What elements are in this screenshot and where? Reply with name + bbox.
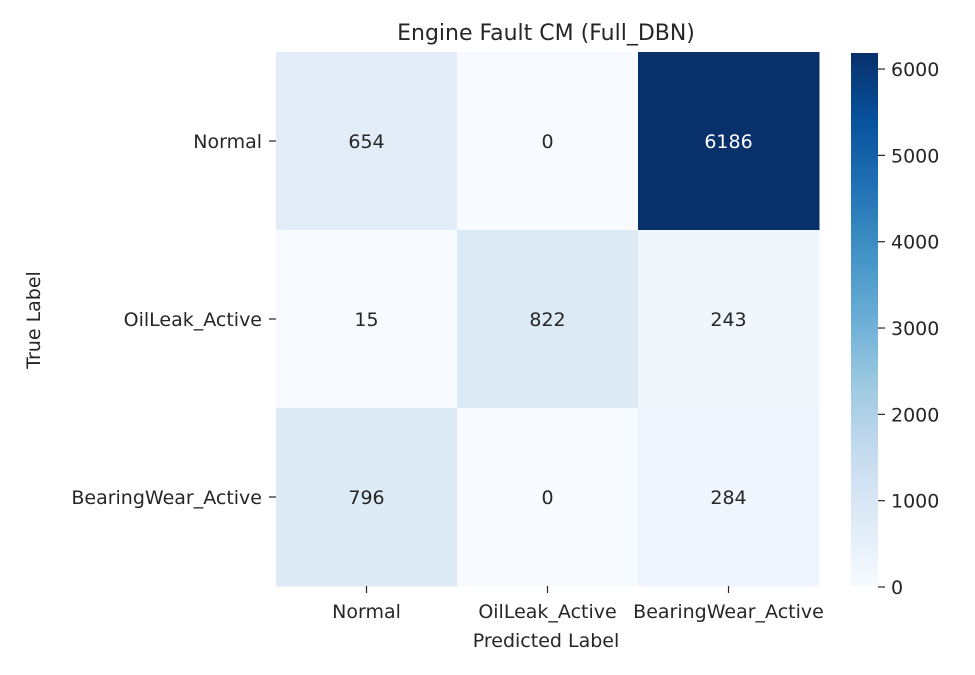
x-axis: Normal OilLeak_Active BearingWear_Active	[332, 586, 824, 623]
y-axis-label: True Label	[23, 271, 45, 370]
heatmap-cell	[638, 408, 820, 587]
heatmap-cell	[638, 230, 820, 409]
chart-title: Engine Fault CM (Full_DBN)	[397, 21, 695, 46]
y-tick-label: Normal	[193, 131, 262, 153]
colorbar-tick-label: 5000	[891, 145, 939, 167]
cell-value-label: 6186	[704, 131, 752, 153]
cell-value-label: 284	[710, 487, 746, 509]
x-tick-label: BearingWear_Active	[633, 601, 824, 623]
y-tick-label: OilLeak_Active	[124, 309, 262, 331]
cell-value-label: 15	[354, 309, 378, 331]
heatmap-cell	[457, 52, 639, 231]
heatmap-cell	[638, 52, 820, 231]
colorbar	[851, 53, 878, 587]
cell-value-label: 796	[348, 487, 384, 509]
colorbar-tick-label: 3000	[891, 318, 939, 340]
heatmap-cell	[276, 408, 458, 587]
colorbar-tick-label: 0	[891, 577, 903, 599]
heatmap-cell	[457, 230, 639, 409]
colorbar-tick-label: 1000	[891, 491, 939, 513]
heatmap-cell	[457, 408, 639, 587]
colorbar-tick-label: 6000	[891, 59, 939, 81]
colorbar-tick-label: 4000	[891, 232, 939, 254]
colorbar-tick-label: 2000	[891, 404, 939, 426]
x-tick-label: OilLeak_Active	[478, 601, 616, 623]
x-tick-label: Normal	[332, 601, 401, 623]
heatmap-cell-labels: 654 0 6186 15 822 243 796 0 284	[348, 131, 752, 509]
heatmap-cell	[276, 52, 458, 231]
y-axis: Normal OilLeak_Active BearingWear_Active	[71, 131, 276, 509]
cell-value-label: 822	[529, 309, 565, 331]
cell-value-label: 0	[541, 131, 553, 153]
cell-value-label: 654	[348, 131, 384, 153]
x-axis-label: Predicted Label	[473, 630, 620, 652]
heatmap-cells	[276, 52, 820, 587]
cell-value-label: 0	[541, 487, 553, 509]
colorbar-ticks: 0 1000 2000 3000 4000 5000 6000	[878, 59, 939, 599]
heatmap-cell	[276, 230, 458, 409]
cell-value-label: 243	[710, 309, 746, 331]
y-tick-label: BearingWear_Active	[71, 487, 262, 509]
